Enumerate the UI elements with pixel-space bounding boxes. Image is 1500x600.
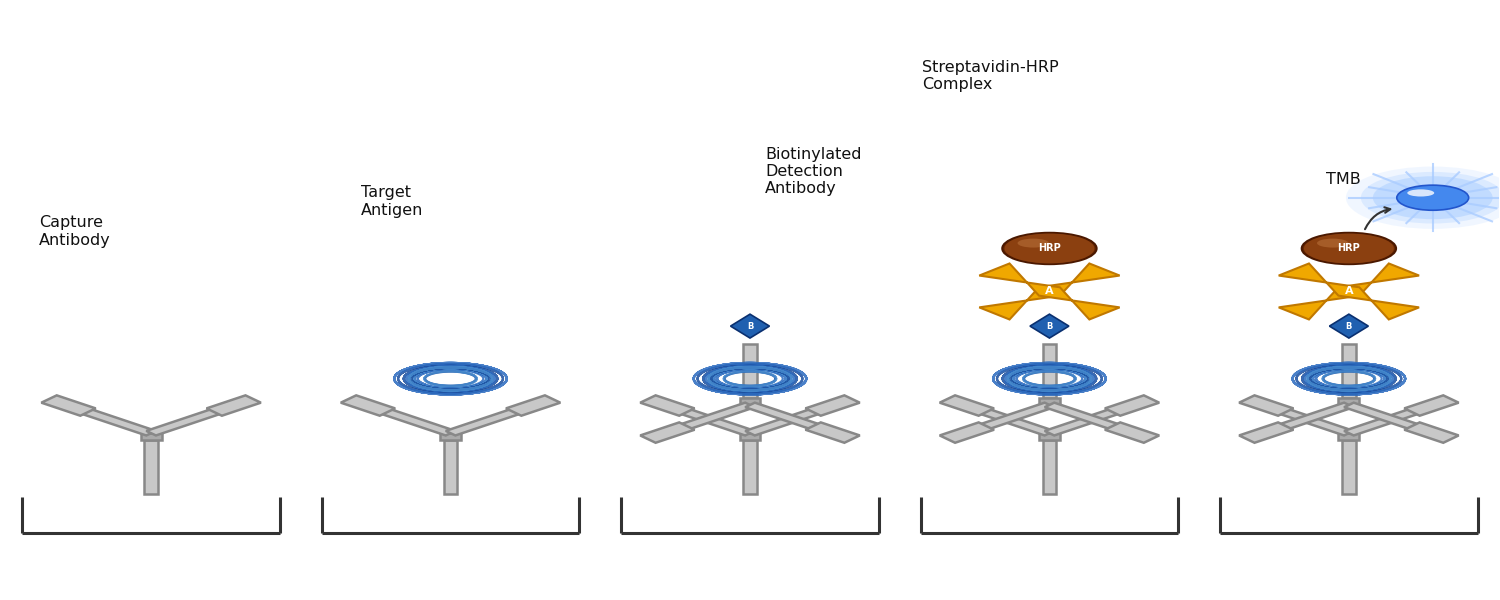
Polygon shape [440, 433, 460, 440]
Ellipse shape [1396, 185, 1468, 210]
Polygon shape [446, 403, 538, 436]
Polygon shape [1262, 403, 1353, 435]
Text: A: A [1046, 286, 1054, 296]
Ellipse shape [1372, 176, 1492, 219]
Polygon shape [663, 403, 754, 436]
Text: B: B [1346, 322, 1352, 331]
Polygon shape [363, 403, 456, 436]
Polygon shape [962, 403, 1054, 436]
Polygon shape [1338, 433, 1359, 440]
Polygon shape [1262, 403, 1353, 436]
Polygon shape [1404, 422, 1458, 443]
Polygon shape [141, 433, 162, 440]
Polygon shape [1030, 314, 1069, 338]
Polygon shape [1040, 433, 1060, 440]
Text: A: A [1344, 286, 1353, 296]
Polygon shape [1329, 314, 1368, 338]
Polygon shape [147, 403, 238, 436]
Polygon shape [63, 403, 156, 436]
Polygon shape [640, 395, 694, 416]
Polygon shape [746, 403, 837, 436]
Polygon shape [340, 395, 394, 416]
Polygon shape [207, 395, 261, 416]
Polygon shape [1042, 344, 1056, 398]
Polygon shape [962, 403, 1054, 435]
Ellipse shape [1317, 239, 1348, 248]
Text: B: B [1047, 322, 1053, 331]
Text: Biotinylated
Detection
Antibody: Biotinylated Detection Antibody [765, 146, 861, 196]
Polygon shape [444, 440, 458, 494]
Text: B: B [1046, 304, 1053, 314]
Polygon shape [730, 314, 770, 338]
Text: B: B [747, 322, 753, 331]
Polygon shape [1106, 422, 1160, 443]
Text: Streptavidin-HRP
Complex: Streptavidin-HRP Complex [922, 60, 1059, 92]
Polygon shape [744, 344, 756, 398]
Text: Capture
Antibody: Capture Antibody [39, 215, 111, 248]
Polygon shape [1344, 403, 1437, 435]
Polygon shape [1404, 395, 1458, 416]
Polygon shape [980, 263, 1119, 319]
Polygon shape [1344, 403, 1437, 436]
Ellipse shape [1017, 239, 1048, 248]
Text: TMB: TMB [1326, 172, 1360, 187]
Ellipse shape [1005, 233, 1095, 263]
Text: B: B [1346, 304, 1353, 314]
Polygon shape [1239, 422, 1293, 443]
Polygon shape [1106, 395, 1160, 416]
Polygon shape [806, 422, 859, 443]
Polygon shape [740, 398, 760, 405]
Polygon shape [1239, 395, 1293, 416]
Polygon shape [144, 440, 158, 494]
Polygon shape [740, 433, 760, 440]
Polygon shape [1342, 440, 1356, 494]
Polygon shape [1044, 403, 1137, 435]
Ellipse shape [1360, 172, 1500, 224]
Polygon shape [744, 440, 756, 494]
Polygon shape [1278, 263, 1419, 319]
Text: HRP: HRP [1338, 244, 1360, 253]
Polygon shape [1278, 263, 1419, 319]
Polygon shape [640, 422, 694, 443]
Polygon shape [806, 395, 859, 416]
Polygon shape [746, 403, 837, 435]
Text: HRP: HRP [1038, 244, 1060, 253]
Ellipse shape [1304, 233, 1394, 263]
Polygon shape [1342, 344, 1356, 398]
Polygon shape [1338, 398, 1359, 405]
Polygon shape [1040, 398, 1060, 405]
Polygon shape [1044, 403, 1137, 436]
Ellipse shape [1346, 167, 1500, 229]
Polygon shape [1042, 440, 1056, 494]
Polygon shape [506, 395, 561, 416]
Text: Target
Antigen: Target Antigen [360, 185, 423, 218]
Polygon shape [939, 422, 994, 443]
Polygon shape [663, 403, 754, 435]
Polygon shape [42, 395, 96, 416]
Polygon shape [939, 395, 994, 416]
Ellipse shape [1302, 233, 1396, 264]
Ellipse shape [1407, 190, 1434, 197]
Ellipse shape [1002, 233, 1096, 264]
Polygon shape [980, 263, 1119, 319]
